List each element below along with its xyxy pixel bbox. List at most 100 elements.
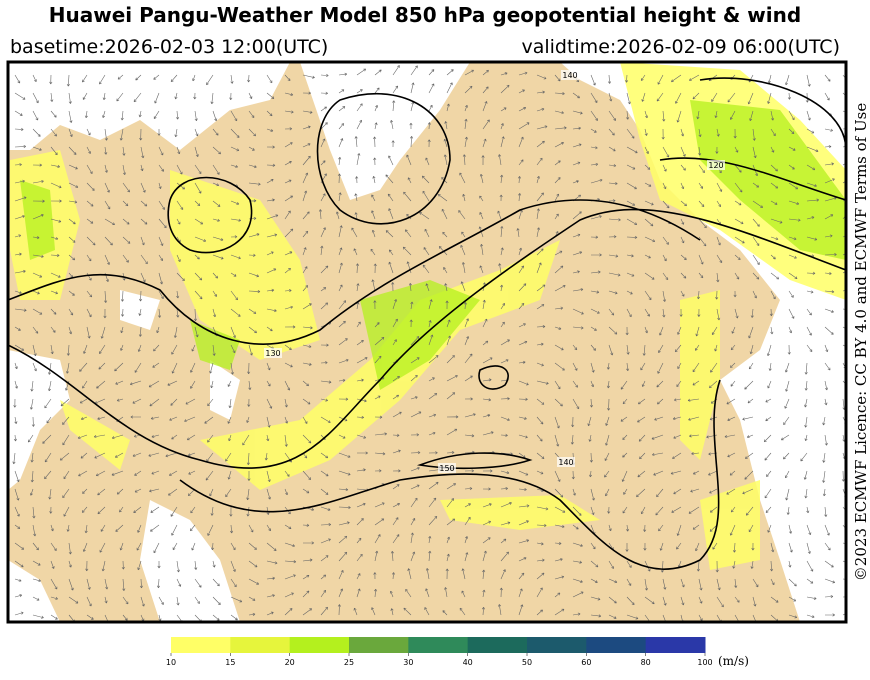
- wind-arrow: [388, 208, 394, 220]
- wind-arrow: [788, 542, 793, 553]
- wind-arrow: [212, 272, 218, 279]
- wind-arrow: [608, 235, 617, 239]
- wind-arrow: [482, 589, 486, 598]
- wind-arrow: [438, 246, 448, 256]
- wind-arrow: [482, 469, 493, 473]
- wind-arrow: [248, 326, 257, 334]
- wind-arrow: [424, 607, 430, 616]
- wind-arrow: [644, 164, 651, 170]
- wind-arrow: [302, 266, 308, 274]
- wind-arrow: [129, 380, 142, 386]
- wind-arrow: [806, 614, 815, 619]
- wind-arrow: [589, 398, 593, 408]
- wind-arrow: [788, 110, 795, 121]
- wind-arrow: [284, 574, 296, 580]
- wind-arrow: [482, 138, 487, 148]
- wind-arrow: [752, 290, 757, 299]
- wind-arrow: [604, 488, 610, 497]
- wind-arrow: [338, 156, 342, 166]
- wind-arrow: [402, 246, 412, 256]
- wind-arrow: [680, 182, 685, 190]
- wind-arrow: [752, 218, 760, 227]
- wind-arrow: [500, 321, 505, 328]
- wind-arrow: [355, 176, 359, 184]
- wind-arrow: [571, 416, 575, 428]
- wind-arrow: [572, 506, 582, 516]
- wind-arrow: [284, 560, 297, 564]
- colorbar-tick-label: 20: [285, 658, 295, 667]
- wind-arrow: [752, 236, 760, 246]
- wind-arrow: [390, 551, 394, 562]
- wind-arrow: [410, 375, 418, 382]
- wind-arrow: [446, 415, 459, 419]
- wind-arrow: [248, 524, 254, 533]
- wind-arrow: [32, 578, 41, 583]
- wind-arrow: [464, 469, 474, 473]
- wind-arrow: [14, 163, 22, 167]
- wind-arrow: [302, 211, 310, 220]
- wind-arrow: [482, 357, 493, 364]
- wind-arrow: [498, 604, 502, 616]
- wind-arrow: [302, 362, 312, 366]
- wind-arrow: [104, 218, 115, 226]
- wind-arrow: [114, 362, 124, 372]
- wind-arrow: [767, 380, 772, 389]
- wind-arrow: [320, 287, 327, 292]
- wind-arrow: [302, 523, 310, 527]
- wind-arrow: [824, 362, 831, 371]
- wind-arrow: [482, 119, 490, 130]
- wind-arrow: [572, 578, 583, 583]
- wind-arrow: [464, 118, 468, 130]
- wind-arrow: [14, 127, 24, 131]
- contour-label: 130: [265, 349, 280, 358]
- wind-arrow: [497, 210, 502, 220]
- wind-arrow: [691, 452, 700, 456]
- wind-arrow: [122, 596, 129, 605]
- wind-arrow: [157, 128, 161, 136]
- wind-arrow: [122, 164, 126, 176]
- wind-arrow: [806, 542, 811, 554]
- wind-arrow: [747, 398, 754, 404]
- wind-arrow: [117, 74, 124, 80]
- wind-arrow: [626, 272, 635, 277]
- wind-arrow: [644, 596, 655, 605]
- wind-arrow: [554, 470, 561, 482]
- wind-arrow: [788, 164, 795, 170]
- wind-arrow: [230, 614, 238, 621]
- wind-arrow: [590, 235, 599, 239]
- wind-arrow: [194, 272, 203, 281]
- wind-arrow: [770, 110, 775, 121]
- wind-arrow: [675, 92, 682, 104]
- wind-arrow: [356, 68, 367, 76]
- wind-arrow: [354, 136, 358, 148]
- wind-arrow: [351, 227, 358, 238]
- colorbar: 10 15 20 25 30 40 50 60 80 100 (m/s): [166, 637, 749, 668]
- wind-arrow: [13, 398, 17, 408]
- wind-arrow: [572, 92, 580, 99]
- wind-arrow: [709, 524, 718, 532]
- wind-arrow: [14, 110, 23, 116]
- wind-arrow: [338, 488, 349, 492]
- wind-arrow: [190, 362, 196, 373]
- wind-arrow: [742, 488, 754, 495]
- wind-arrow: [388, 155, 394, 166]
- wind-arrow: [604, 452, 610, 461]
- wind-arrow: [804, 380, 808, 391]
- wind-arrow: [657, 398, 664, 405]
- wind-arrow: [86, 326, 91, 339]
- wind-arrow: [140, 272, 146, 283]
- wind-arrow: [104, 596, 108, 604]
- wind-arrow: [711, 92, 718, 102]
- wind-arrow: [536, 609, 543, 616]
- wind-arrow: [68, 578, 74, 591]
- wind-arrow: [320, 416, 331, 423]
- wind-arrow: [68, 542, 72, 555]
- wind-arrow: [284, 228, 294, 238]
- wind-arrow: [392, 376, 400, 382]
- wind-arrow: [729, 524, 736, 536]
- wind-arrow: [68, 200, 78, 204]
- wind-arrow: [446, 483, 457, 490]
- wind-arrow: [50, 253, 60, 257]
- wind-arrow: [356, 588, 361, 598]
- wind-arrow: [842, 596, 846, 598]
